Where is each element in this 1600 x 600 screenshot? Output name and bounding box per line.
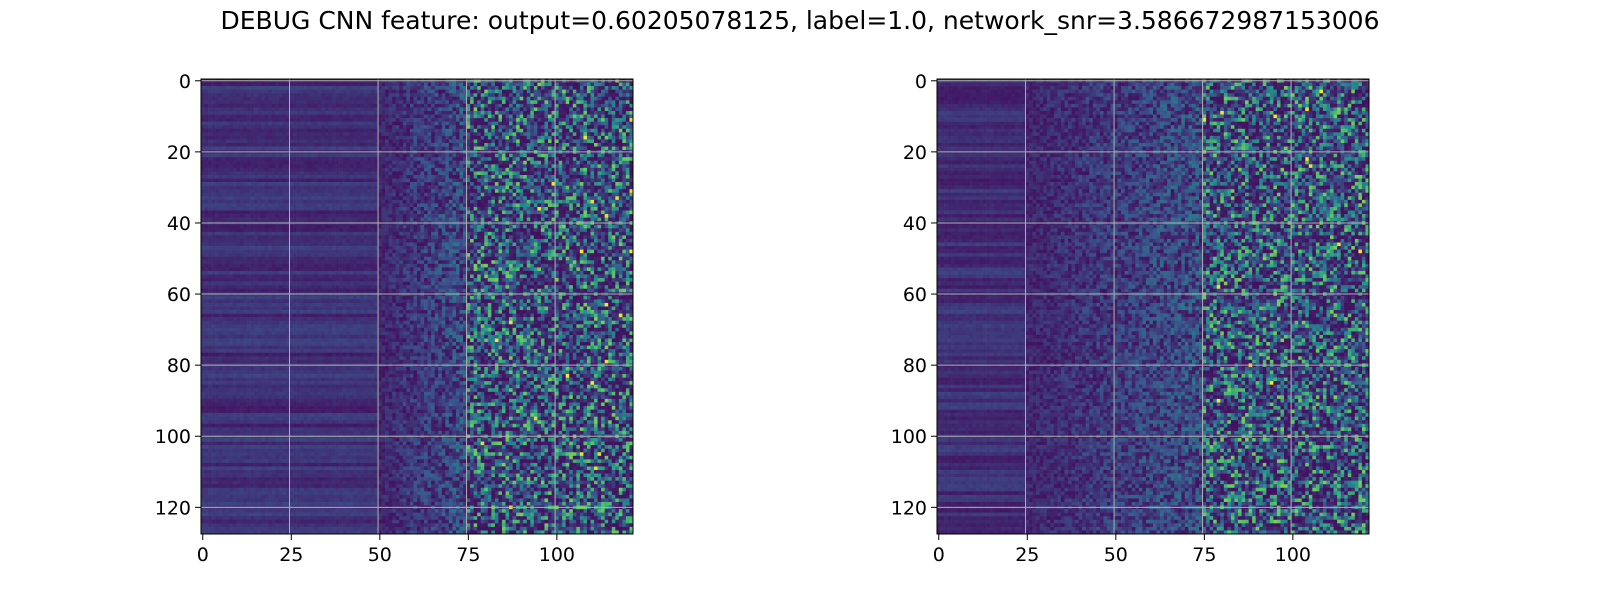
- y-tick-label: 80: [903, 355, 927, 377]
- y-tick-label: 100: [891, 426, 927, 448]
- heatmap-plot-right: 0 25 50 75 100 0 20 40 60 80 100 120: [891, 71, 1370, 566]
- y-tick-label: 100: [155, 426, 191, 448]
- x-tick-label: 0: [933, 544, 945, 566]
- x-tick-label: 100: [539, 544, 575, 566]
- y-tick-label: 80: [167, 355, 191, 377]
- y-tick-label: 120: [155, 497, 191, 519]
- x-tick-label: 50: [1104, 544, 1128, 566]
- figure-title: DEBUG CNN feature: output=0.60205078125,…: [0, 6, 1600, 35]
- heatmap-cells: [937, 79, 1370, 535]
- x-tick-label: 100: [1275, 544, 1311, 566]
- heatmap-plot-left: 0 25 50 75 100 0 20 40 60 80 100 120: [155, 71, 634, 566]
- y-tick-label: 20: [903, 142, 927, 164]
- x-tick-label: 0: [197, 544, 209, 566]
- y-tick-label: 40: [167, 213, 191, 235]
- y-tick-label: 40: [903, 213, 927, 235]
- y-tick-label: 60: [903, 284, 927, 306]
- heatmap-cells: [201, 79, 634, 535]
- x-tick-label: 75: [456, 544, 480, 566]
- y-tick-label: 60: [167, 284, 191, 306]
- x-tick-label: 25: [279, 544, 303, 566]
- x-tick-label: 75: [1192, 544, 1216, 566]
- axes-frame: [200, 78, 634, 535]
- x-tick-label: 25: [1015, 544, 1039, 566]
- y-tick-label: 20: [167, 142, 191, 164]
- y-tick-label: 0: [179, 71, 191, 93]
- y-tick-label: 0: [915, 71, 927, 93]
- x-tick-label: 50: [368, 544, 392, 566]
- y-tick-label: 120: [891, 497, 927, 519]
- axes-frame: [936, 78, 1370, 535]
